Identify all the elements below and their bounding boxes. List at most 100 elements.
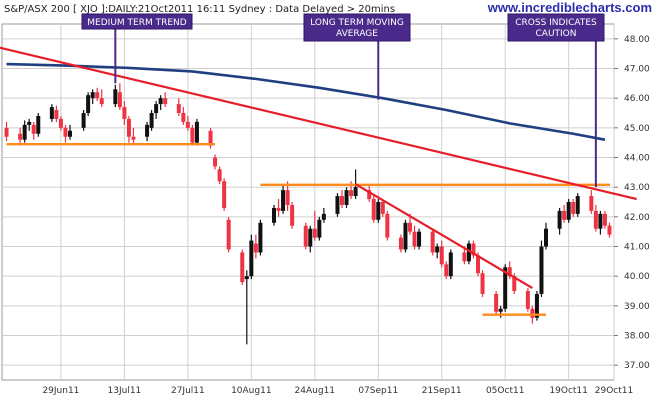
candle-body xyxy=(494,293,499,312)
candle-body xyxy=(149,113,154,128)
candle-body xyxy=(117,92,122,108)
candle-body xyxy=(462,252,467,262)
candle-body xyxy=(448,252,453,277)
x-tick-label: 27Jul11 xyxy=(171,386,205,396)
candle-body xyxy=(190,127,195,143)
x-tick-label: 29Jun11 xyxy=(42,386,79,396)
annotation-box xyxy=(303,13,411,42)
candle-body xyxy=(240,252,245,283)
y-tick-label: 38.00 xyxy=(624,332,650,342)
candle-body xyxy=(380,202,385,214)
chart-header-info: S&P/ASX 200 [ XJO ]:DAILY:21Oct2011 16:1… xyxy=(4,4,395,15)
y-tick-label: 42.00 xyxy=(624,213,650,223)
x-tick-label: 19Oct11 xyxy=(549,386,587,396)
annotation-box xyxy=(81,13,193,30)
plot-border xyxy=(1,23,615,381)
candle-body xyxy=(126,118,131,137)
candle-body xyxy=(444,264,449,277)
candle-body xyxy=(471,243,476,256)
candle-body xyxy=(131,136,136,140)
y-tick-label: 46.00 xyxy=(624,94,650,104)
x-axis: 29Jun11 13Jul11 27Jul11 10Aug11 24Aug11 07Sep… xyxy=(42,386,633,396)
candle-body xyxy=(566,202,571,220)
candle-body xyxy=(353,187,358,197)
candle-body xyxy=(226,219,231,250)
candle-body xyxy=(571,202,576,214)
candle-body xyxy=(86,95,91,113)
candle-body xyxy=(213,157,218,167)
candlestick-series xyxy=(4,83,612,345)
candle-body xyxy=(602,213,607,226)
candle-body xyxy=(589,196,594,211)
candle-body xyxy=(54,110,59,119)
candle-body xyxy=(335,196,340,214)
overlay-lines xyxy=(0,46,637,316)
y-tick-label: 44.00 xyxy=(624,154,650,164)
x-tick-label: 13Jul11 xyxy=(108,386,142,396)
candle-body xyxy=(417,231,422,247)
candle-body xyxy=(290,204,295,226)
candle-body xyxy=(371,199,376,220)
candle-body xyxy=(58,118,63,128)
candle-body xyxy=(340,196,344,205)
candle-body xyxy=(36,115,41,134)
candle-body xyxy=(575,196,580,214)
y-tick-label: 48.00 xyxy=(624,35,650,45)
annotation-label: MEDIUM TERM TREND xyxy=(87,18,186,28)
candle-body xyxy=(4,127,9,137)
candle-body xyxy=(285,190,290,205)
candle-body xyxy=(49,107,54,119)
candle-body xyxy=(593,210,598,229)
x-tick-label: 29Oct11 xyxy=(595,386,633,396)
x-tick-label: 07Sep11 xyxy=(358,386,398,396)
candle-body xyxy=(95,92,100,99)
plot-area xyxy=(1,23,615,381)
candle-body xyxy=(466,243,471,262)
candle-body xyxy=(249,240,254,277)
candle-body xyxy=(145,124,150,137)
candle-body xyxy=(63,127,68,137)
annotation-label: LONG TERM MOVING AVERAGE xyxy=(310,18,404,39)
annotation-box xyxy=(507,13,605,42)
candle-body xyxy=(113,89,118,105)
candle-body xyxy=(272,207,276,223)
trend-line xyxy=(0,46,637,201)
candle-body xyxy=(430,231,435,253)
candle-body xyxy=(303,225,308,247)
y-tick-label: 43.00 xyxy=(624,183,650,193)
candle-body xyxy=(181,113,186,122)
candle-body xyxy=(244,276,249,280)
candle-body xyxy=(507,267,512,277)
candle-body xyxy=(435,246,440,253)
moving-average-line xyxy=(6,62,606,141)
candle-body xyxy=(312,228,317,238)
candle-body xyxy=(18,133,23,140)
candle-body xyxy=(276,207,281,211)
candle-body xyxy=(607,225,612,235)
annotation-label: CROSS INDICATES CAUTION xyxy=(515,18,597,39)
candle-body xyxy=(222,181,227,208)
site-watermark: www.incrediblecharts.com xyxy=(487,0,652,15)
x-tick-label: 10Aug11 xyxy=(231,386,271,396)
y-tick-label: 41.00 xyxy=(624,243,650,253)
candle-body xyxy=(158,98,163,105)
trend-line xyxy=(355,183,533,289)
candle-body xyxy=(344,190,349,205)
candle-body xyxy=(398,237,403,250)
candle-body xyxy=(321,213,326,220)
grid-lines xyxy=(2,24,615,380)
candle-body xyxy=(503,267,508,309)
candle-body xyxy=(22,124,27,140)
candle-body xyxy=(525,291,530,309)
candle-body xyxy=(557,210,562,229)
candle-body xyxy=(408,222,412,232)
candle-body xyxy=(154,104,159,113)
candle-body xyxy=(534,293,539,318)
candle-body xyxy=(376,202,381,220)
candle-body xyxy=(476,255,480,274)
candle-body xyxy=(530,308,535,318)
candle-body xyxy=(439,246,444,265)
candle-body xyxy=(308,228,313,247)
candle-body xyxy=(403,222,408,250)
